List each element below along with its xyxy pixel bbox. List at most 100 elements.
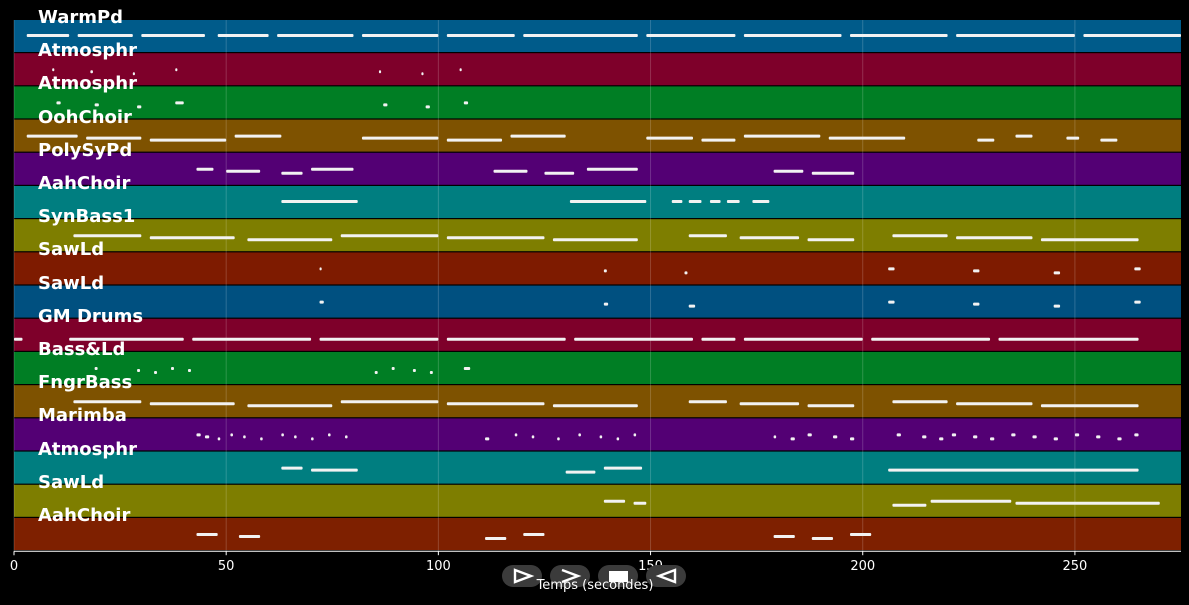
rewind-button[interactable] — [646, 565, 686, 587]
note — [1053, 304, 1061, 308]
note — [340, 400, 439, 404]
note — [361, 136, 439, 140]
track-lane — [14, 285, 1181, 318]
track-label: PolySyPd — [38, 139, 133, 161]
note — [463, 367, 471, 370]
note — [196, 533, 218, 536]
note — [739, 236, 800, 240]
stop-button[interactable] — [598, 565, 638, 587]
note — [345, 435, 348, 439]
x-tick-label: 250 — [1062, 559, 1087, 574]
note — [956, 34, 1075, 37]
note — [446, 236, 545, 240]
track-lane — [14, 219, 1181, 252]
note — [523, 34, 638, 37]
note — [196, 433, 201, 437]
note — [709, 200, 721, 203]
track-label: AahChoir — [38, 173, 131, 194]
x-tick-label: 100 — [426, 559, 451, 574]
fast-forward-button[interactable] — [550, 565, 590, 587]
note — [73, 400, 142, 404]
note — [892, 503, 927, 507]
track-label: OohChoir — [38, 106, 132, 128]
note — [973, 302, 980, 306]
note — [1032, 435, 1037, 439]
note — [412, 369, 416, 372]
note — [463, 101, 469, 105]
note — [311, 437, 314, 441]
note — [514, 433, 518, 437]
note — [1040, 404, 1139, 408]
note — [773, 535, 795, 538]
note — [828, 136, 906, 140]
note — [743, 134, 821, 138]
note — [1100, 138, 1118, 142]
note — [807, 404, 855, 408]
track-label: SawLd — [38, 239, 105, 261]
note — [892, 400, 948, 404]
note — [811, 171, 855, 175]
track-lane — [14, 418, 1181, 451]
note — [973, 269, 980, 273]
note — [1074, 433, 1080, 437]
note — [688, 400, 727, 404]
play-button[interactable] — [502, 565, 542, 587]
track-label: Marimba — [38, 405, 127, 427]
note — [586, 167, 638, 171]
note — [175, 101, 184, 105]
note — [956, 236, 1033, 240]
note — [743, 337, 863, 341]
note — [1134, 267, 1141, 271]
track-label: WarmPd — [38, 7, 124, 28]
note — [277, 34, 354, 37]
note — [294, 435, 297, 439]
note — [773, 169, 804, 173]
track-label: Atmosphr — [38, 73, 137, 95]
note — [688, 304, 696, 308]
note — [234, 134, 282, 138]
note — [340, 234, 439, 238]
note — [552, 404, 638, 408]
track-label: GM Drums — [38, 305, 144, 327]
x-tick-label: 50 — [218, 559, 235, 574]
track-lane — [14, 518, 1181, 550]
track-label: SynBass1 — [38, 206, 136, 228]
note — [956, 402, 1033, 406]
note — [425, 105, 430, 109]
track-lane — [14, 119, 1181, 152]
note — [646, 34, 736, 37]
note — [485, 537, 507, 540]
note — [871, 337, 991, 341]
track-lane — [14, 86, 1181, 119]
note — [149, 138, 227, 142]
note — [849, 533, 872, 536]
note — [446, 138, 503, 142]
note — [603, 466, 643, 470]
x-tick-label: 0 — [10, 559, 18, 574]
note — [1083, 34, 1181, 37]
note — [446, 337, 566, 341]
note — [311, 167, 354, 171]
note — [243, 435, 246, 439]
note — [701, 337, 736, 341]
note — [90, 70, 93, 74]
track-label: AahChoir — [38, 505, 131, 526]
note — [319, 337, 439, 341]
note — [849, 437, 855, 441]
note — [688, 234, 727, 238]
note — [892, 234, 948, 238]
track-lane — [14, 53, 1181, 86]
note — [247, 404, 333, 408]
x-axis-label: Temps (secondes) — [536, 578, 654, 593]
note — [196, 167, 214, 171]
note — [187, 369, 191, 372]
note — [1096, 435, 1101, 439]
note — [990, 437, 995, 441]
note — [510, 134, 566, 138]
note — [616, 437, 620, 441]
note — [26, 34, 70, 37]
note — [328, 433, 331, 437]
note — [485, 437, 490, 441]
note — [1134, 300, 1141, 304]
note — [1117, 437, 1122, 441]
